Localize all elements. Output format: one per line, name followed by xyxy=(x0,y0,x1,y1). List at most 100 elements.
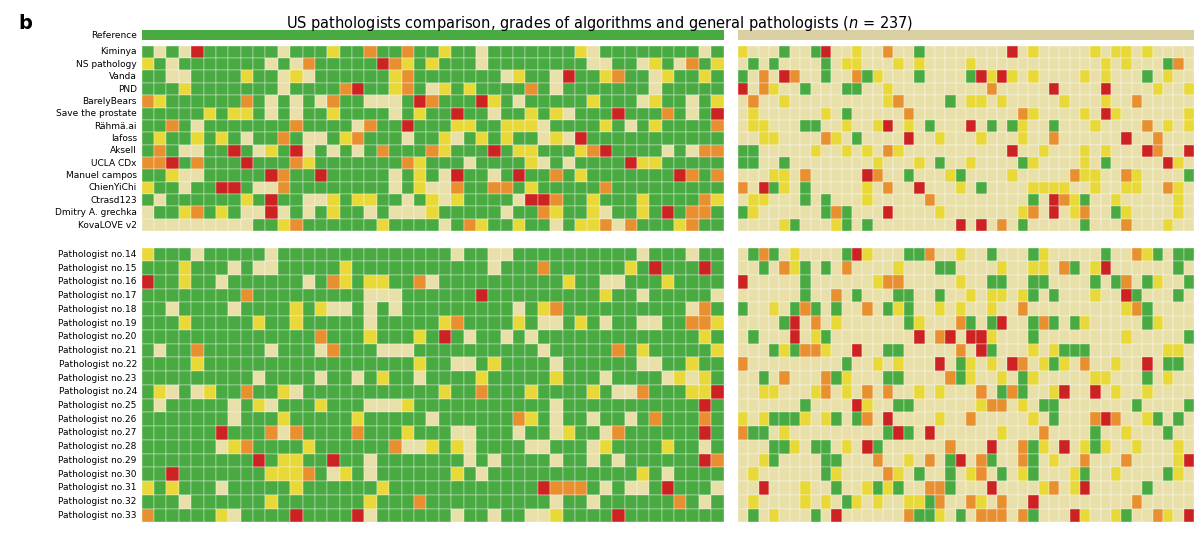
Bar xyxy=(328,46,340,58)
Bar xyxy=(1132,207,1142,219)
Bar xyxy=(904,132,914,145)
Bar xyxy=(302,316,314,330)
Bar xyxy=(624,169,637,182)
Bar xyxy=(821,83,832,95)
Bar xyxy=(600,371,612,385)
Bar xyxy=(1163,302,1174,316)
Bar xyxy=(476,83,488,95)
Bar xyxy=(1142,440,1152,454)
Text: Save the prostate: Save the prostate xyxy=(56,109,137,118)
Bar xyxy=(624,385,637,399)
Bar xyxy=(649,344,661,357)
Bar xyxy=(872,454,883,467)
Bar xyxy=(228,481,241,495)
Bar xyxy=(1080,58,1091,71)
Bar xyxy=(914,454,924,467)
Bar xyxy=(1091,509,1100,522)
Bar xyxy=(935,316,946,330)
Bar xyxy=(821,132,832,145)
Bar xyxy=(563,481,575,495)
Bar xyxy=(600,145,612,157)
Bar xyxy=(439,426,451,440)
Bar xyxy=(328,412,340,426)
Bar xyxy=(600,132,612,145)
Bar xyxy=(758,481,769,495)
Bar xyxy=(191,357,204,371)
Bar xyxy=(340,194,352,207)
Bar xyxy=(402,316,414,330)
Bar xyxy=(328,58,340,71)
Bar xyxy=(852,357,863,371)
Bar xyxy=(265,71,278,83)
Bar xyxy=(738,261,749,275)
Bar xyxy=(328,467,340,481)
Bar xyxy=(302,132,314,145)
Bar xyxy=(935,261,946,275)
Bar xyxy=(538,261,551,275)
Bar xyxy=(749,481,758,495)
Bar xyxy=(600,509,612,522)
Text: Pathologist no.26: Pathologist no.26 xyxy=(59,415,137,424)
Bar xyxy=(587,207,600,219)
Bar xyxy=(1142,316,1152,330)
Bar xyxy=(538,58,551,71)
Bar xyxy=(686,169,698,182)
Bar xyxy=(1132,302,1142,316)
Bar xyxy=(1018,495,1028,509)
Bar xyxy=(841,219,852,231)
Bar xyxy=(914,145,924,157)
Bar xyxy=(241,385,253,399)
Bar xyxy=(228,207,241,219)
Bar xyxy=(302,182,314,194)
Bar xyxy=(451,71,463,83)
Bar xyxy=(314,169,328,182)
Bar xyxy=(439,495,451,509)
Bar xyxy=(810,219,821,231)
Bar xyxy=(914,108,924,120)
Bar xyxy=(278,289,290,302)
Bar xyxy=(414,261,426,275)
Bar xyxy=(154,261,167,275)
Bar xyxy=(1091,481,1100,495)
Bar xyxy=(738,71,749,83)
Bar xyxy=(1100,412,1111,426)
Bar xyxy=(624,509,637,522)
Bar xyxy=(738,467,749,481)
Bar xyxy=(966,330,977,344)
Bar xyxy=(563,157,575,169)
Bar xyxy=(758,316,769,330)
Bar xyxy=(649,95,661,108)
Bar xyxy=(1152,371,1163,385)
Bar xyxy=(142,83,154,95)
Bar xyxy=(1049,145,1060,157)
Bar xyxy=(191,169,204,182)
Bar xyxy=(314,344,328,357)
Bar xyxy=(191,194,204,207)
Bar xyxy=(637,207,649,219)
Bar xyxy=(624,412,637,426)
Bar xyxy=(1100,219,1111,231)
Bar xyxy=(914,248,924,261)
Bar xyxy=(1152,275,1163,289)
Bar xyxy=(810,302,821,316)
Bar xyxy=(265,440,278,454)
Bar xyxy=(414,357,426,371)
Bar xyxy=(340,495,352,509)
Bar xyxy=(883,399,894,412)
Bar xyxy=(612,83,624,95)
Bar xyxy=(228,412,241,426)
Bar xyxy=(674,316,686,330)
Bar xyxy=(1060,95,1069,108)
Bar xyxy=(698,132,712,145)
Bar xyxy=(810,481,821,495)
Bar xyxy=(810,58,821,71)
Bar xyxy=(894,495,904,509)
Bar xyxy=(624,261,637,275)
Bar xyxy=(1049,83,1060,95)
Bar xyxy=(904,302,914,316)
Text: Manuel campos: Manuel campos xyxy=(66,171,137,180)
Bar xyxy=(1091,440,1100,454)
Bar xyxy=(997,371,1008,385)
Bar xyxy=(179,495,191,509)
Bar xyxy=(1152,169,1163,182)
